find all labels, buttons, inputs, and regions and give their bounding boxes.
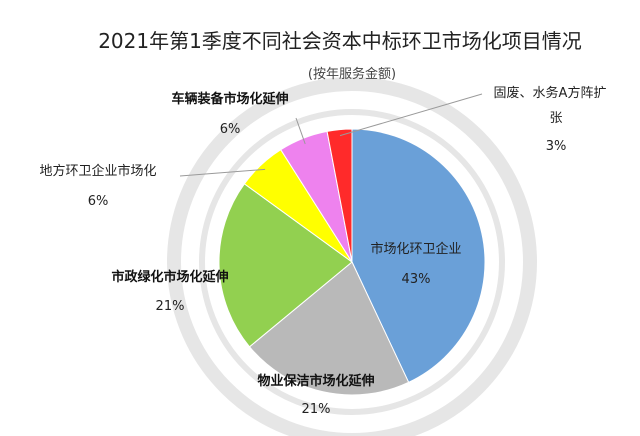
leader-lines: [179, 93, 483, 177]
pie-slice-2: [218, 183, 353, 348]
slice-label-5-line1: 固废、水务A方阵扩: [494, 85, 607, 101]
slice-label-5-line2: 张: [549, 111, 562, 126]
slice-value-4: 6%: [220, 122, 241, 137]
slice-value-2: 21%: [156, 299, 185, 314]
slice-value-5: 3%: [546, 139, 567, 154]
slice-label-2: 市政绿化市场化延伸: [111, 269, 228, 285]
slice-label-1: 物业保洁市场化延伸: [257, 373, 374, 389]
slice-value-3: 6%: [88, 194, 109, 209]
pie-slices: [218, 128, 486, 396]
slice-label-3: 地方环卫企业市场化: [39, 163, 156, 179]
pie-slice-0: [351, 128, 486, 384]
chart-subtitle: (按年服务金额): [308, 66, 396, 82]
slice-value-1: 21%: [302, 402, 331, 417]
pie-slice-5: [326, 128, 353, 263]
leader-line-4: [295, 117, 306, 145]
pie-slice-1: [248, 261, 410, 396]
slice-value-0: 43%: [402, 272, 431, 287]
slice-label-4: 车辆装备市场化延伸: [171, 91, 288, 107]
leader-line-5: [339, 93, 483, 137]
watermark: [167, 77, 537, 436]
chart-title: 2021年第1季度不同社会资本中标环卫市场化项目情况: [98, 29, 582, 53]
leader-line-3: [179, 168, 266, 177]
slice-label-0: 市场化环卫企业: [370, 241, 461, 257]
